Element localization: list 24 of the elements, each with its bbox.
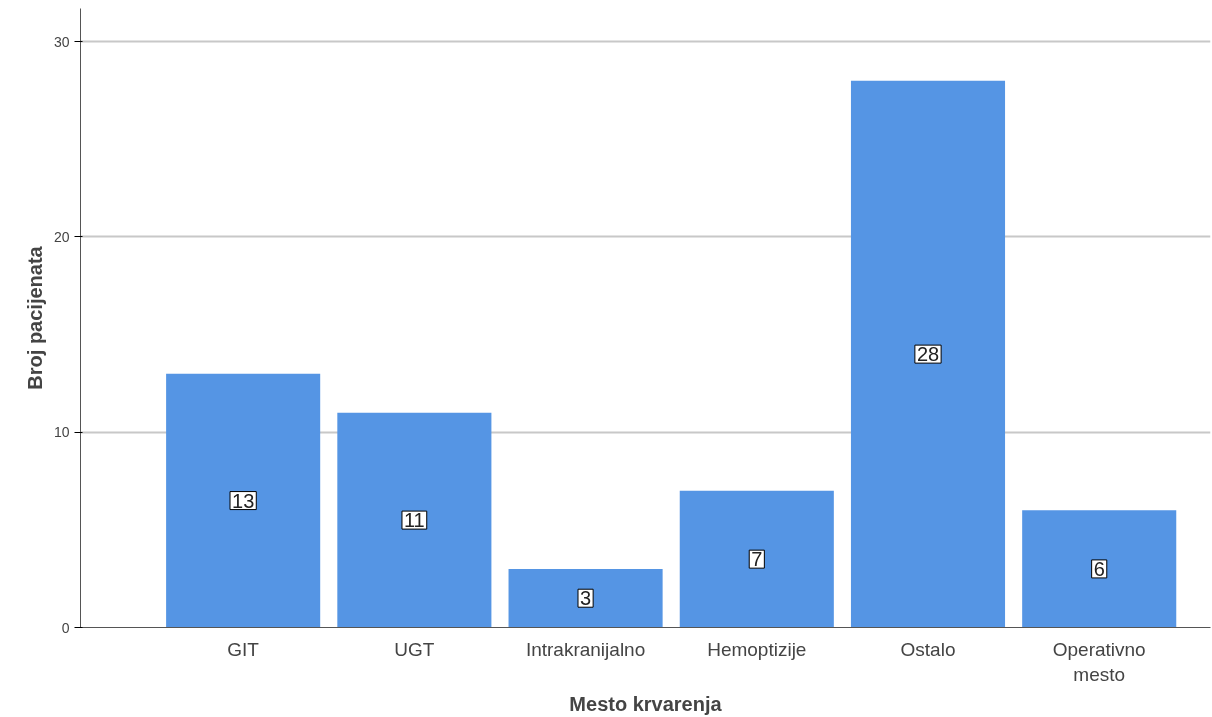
data-label: 7: [751, 548, 763, 571]
x-tick-label: Ostalo: [900, 638, 956, 660]
x-axis-title: Mesto krvarenja: [569, 692, 723, 715]
data-label: 3: [580, 587, 592, 610]
y-tick-label: 0: [61, 619, 70, 636]
bar: [508, 568, 663, 628]
bar: [1022, 510, 1177, 628]
data-label: 28: [916, 343, 940, 366]
bar: [166, 373, 321, 628]
data-label: 6: [1093, 557, 1105, 580]
data-label: 11: [403, 509, 425, 532]
bar: [679, 490, 834, 628]
x-tick-label: Operativno mesto: [1052, 638, 1146, 685]
bar: [337, 412, 492, 628]
bar: [850, 80, 1006, 628]
data-label: 13: [232, 489, 255, 512]
y-tick-label: 30: [53, 33, 70, 50]
y-tick-label: 20: [53, 228, 70, 245]
x-tick-label: Intrakranijalno: [525, 638, 646, 660]
x-tick-label: Hemoptizije: [707, 638, 807, 660]
y-axis-title: Broj pacijenata: [23, 245, 46, 390]
x-tick-label: UGT: [394, 638, 435, 660]
x-tick-label: GIT: [227, 638, 260, 660]
y-tick-label: 10: [53, 424, 70, 441]
